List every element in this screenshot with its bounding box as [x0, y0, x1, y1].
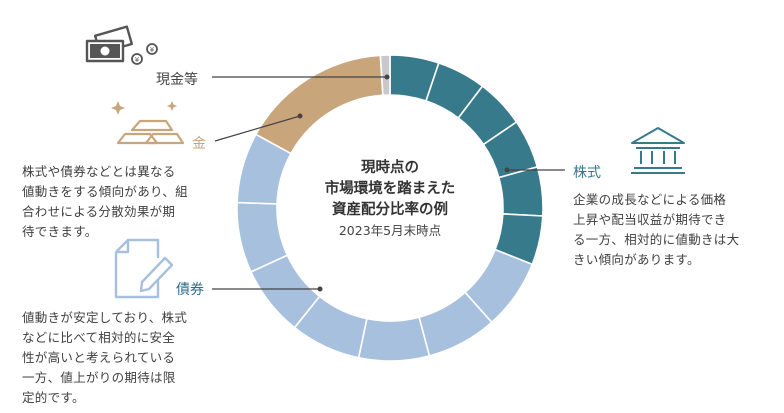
gold-description-line: 株式や債券などとは異なる: [22, 164, 176, 179]
donut-segment-cash: [379, 54, 391, 97]
stocks-description-line: 企業の成長などによる価格: [573, 192, 727, 207]
donut-ring: [236, 54, 544, 362]
gold-description: 株式や債券などとは異なる 値動きをする傾向があり、組 合わせによる分散効果が期 …: [22, 162, 188, 242]
stocks-description: 企業の成長などによる価格 上昇や配当収益が期待でき る一方、相対的に値動きは大 …: [573, 190, 739, 270]
gold-description-line: 待できます。: [22, 224, 98, 239]
center-title-line-2: 市場環境を踏まえた: [325, 179, 456, 197]
label-leader-lines: [212, 74, 565, 292]
label-gold: 金: [192, 136, 206, 152]
leader-gold: [214, 115, 301, 142]
donut-segment-gold: [254, 54, 384, 155]
leader-stocks-dot: [504, 167, 510, 173]
bank-building-icon: [631, 127, 685, 174]
bonds-description-line: 性が高いと考えられている: [22, 350, 176, 365]
label-bonds: 債券: [176, 282, 204, 298]
center-title-line-3: 資産配分比率の例: [332, 200, 448, 218]
bonds-description-line: 一方、値上がりの期待は限: [22, 370, 176, 385]
leader-bonds-dot: [317, 286, 323, 292]
gold-description-line: 合わせによる分散効果が期: [22, 204, 176, 219]
label-cash: 現金等: [156, 71, 198, 88]
bonds-description-line: 定的です。: [22, 390, 85, 405]
document-pen-icon: [114, 238, 174, 299]
center-title: 現時点の 市場環境を踏まえた 資産配分比率の例 2023年5月末時点: [325, 159, 456, 238]
gold-bars-icon: [111, 101, 185, 145]
leader-gold-dot: [297, 113, 303, 119]
cash-icon: ¥ ¥: [85, 25, 158, 65]
stocks-description-line: 上昇や配当収益が期待でき: [573, 212, 727, 227]
center-title-line-1: 現時点の: [361, 159, 419, 176]
stocks-description-line: きい傾向があります。: [573, 252, 700, 267]
stocks-description-line: る一方、相対的に値動きは大: [573, 232, 740, 247]
svg-text:¥: ¥: [150, 46, 155, 54]
donut-segment-bonds: [357, 316, 431, 362]
svg-text:¥: ¥: [135, 56, 140, 64]
bonds-description-line: 値動きが安定しており、株式: [22, 310, 188, 325]
label-stocks: 株式: [573, 165, 601, 181]
leader-cash-dot: [384, 74, 390, 80]
bonds-description: 値動きが安定しており、株式 などに比べて相対的に安全 性が高いと考えられている …: [22, 308, 187, 408]
center-subtitle: 2023年5月末時点: [339, 223, 441, 238]
bonds-description-line: などに比べて相対的に安全: [22, 330, 176, 345]
gold-description-line: 値動きをする傾向があり、組: [22, 184, 188, 199]
